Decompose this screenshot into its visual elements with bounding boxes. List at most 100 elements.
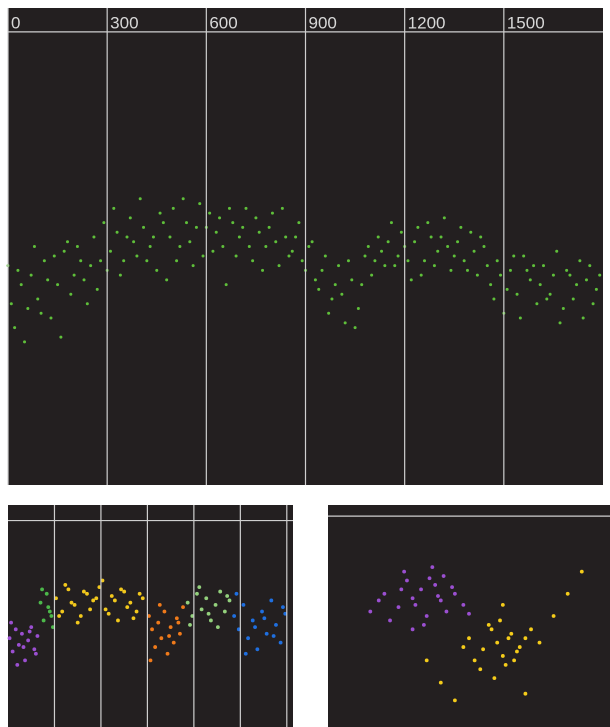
point (181, 605, 185, 610)
point (13, 627, 18, 632)
point (267, 225, 271, 229)
point (462, 259, 466, 263)
point (155, 268, 159, 272)
point (515, 649, 519, 654)
point (165, 278, 169, 282)
point (165, 651, 170, 656)
point (389, 221, 393, 225)
point (23, 340, 27, 344)
point (280, 206, 284, 210)
point (287, 254, 291, 258)
point (442, 216, 446, 220)
point (270, 211, 274, 215)
point (529, 627, 533, 632)
point (204, 596, 209, 601)
point (545, 297, 549, 301)
point (185, 221, 188, 225)
point (337, 264, 341, 268)
point (211, 249, 215, 253)
point (9, 620, 13, 625)
point (515, 292, 519, 296)
point (46, 278, 50, 282)
point (482, 245, 486, 248)
point (410, 627, 415, 632)
point (176, 620, 181, 625)
point (29, 273, 33, 277)
point (399, 587, 404, 592)
point (231, 221, 235, 225)
point (148, 658, 153, 663)
point (150, 627, 154, 632)
point (128, 600, 133, 605)
point (368, 609, 373, 614)
point (241, 603, 246, 607)
point (21, 645, 26, 649)
point (499, 273, 503, 277)
point (140, 596, 145, 601)
point (565, 268, 569, 272)
point (503, 662, 508, 667)
point (191, 264, 195, 268)
point (92, 235, 96, 239)
point (598, 273, 602, 277)
point (486, 622, 491, 627)
point (459, 225, 463, 229)
point (327, 311, 331, 315)
point (168, 235, 172, 239)
point (509, 631, 514, 636)
point (66, 587, 71, 592)
point (522, 254, 526, 258)
point (373, 259, 377, 263)
point (388, 618, 392, 623)
point (44, 591, 49, 596)
point (356, 307, 360, 311)
point (260, 609, 264, 614)
point (35, 634, 40, 638)
point (174, 616, 179, 621)
point (538, 283, 542, 287)
x-tick-label: 1500 (507, 13, 545, 32)
point (558, 321, 562, 325)
x-tick-label: 1200 (408, 13, 446, 32)
point (181, 197, 185, 201)
point (386, 240, 390, 244)
point (197, 585, 202, 590)
point (9, 302, 13, 306)
point (135, 254, 139, 258)
point (125, 605, 130, 610)
point (10, 649, 15, 654)
point (500, 654, 505, 658)
point (199, 607, 204, 612)
point (250, 618, 255, 623)
point (244, 206, 248, 210)
point (209, 618, 213, 623)
point (234, 254, 238, 258)
point (489, 283, 493, 287)
point (479, 235, 483, 239)
point (168, 625, 173, 629)
point (134, 609, 139, 614)
point (20, 631, 24, 636)
point (274, 622, 278, 627)
point (225, 594, 230, 598)
point (63, 583, 68, 587)
point (307, 245, 311, 248)
point (446, 245, 450, 248)
point (15, 662, 20, 667)
point (142, 225, 146, 229)
point (162, 609, 167, 614)
point (195, 591, 199, 596)
point (188, 622, 192, 627)
point (52, 254, 56, 258)
point (449, 268, 453, 272)
point (213, 603, 218, 607)
point (237, 235, 241, 239)
point (436, 249, 440, 253)
point (370, 273, 374, 277)
point (198, 202, 202, 206)
point (399, 230, 403, 234)
point (565, 591, 570, 596)
x-tick-label: 0 (11, 13, 20, 32)
point (277, 264, 281, 268)
point (94, 596, 99, 601)
